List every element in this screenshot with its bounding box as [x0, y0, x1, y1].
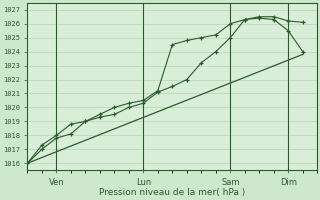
X-axis label: Pression niveau de la mer( hPa ): Pression niveau de la mer( hPa ) [99, 188, 245, 197]
